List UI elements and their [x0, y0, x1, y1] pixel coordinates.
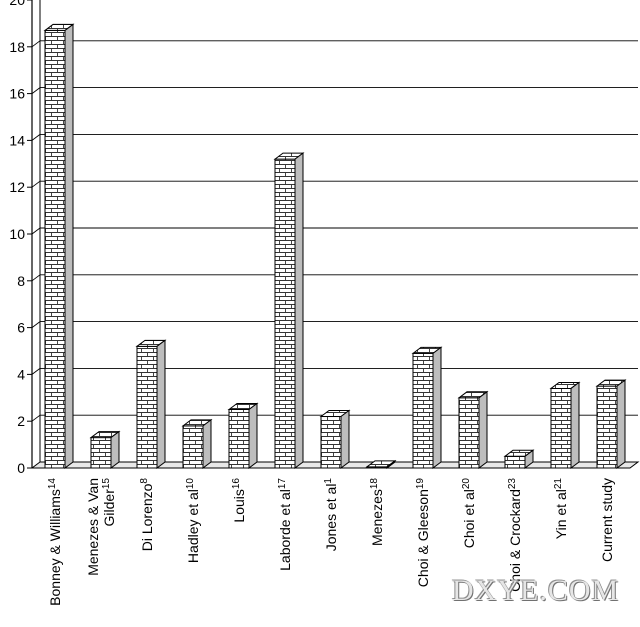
bar [457, 390, 489, 469]
reference-superscript: 19 [415, 478, 426, 490]
gridline-diagonal [31, 134, 41, 141]
y-tick-label: 10 [9, 226, 25, 242]
bar-side [570, 381, 580, 469]
bar-front [320, 416, 342, 469]
bar-side [294, 152, 304, 469]
bar-front [182, 425, 204, 469]
bar-side [156, 339, 166, 469]
bar [319, 409, 351, 469]
bar-front [44, 29, 66, 469]
y-tick-label: 20 [9, 0, 25, 8]
gridline-diagonal [31, 414, 41, 422]
reference-superscript: 8 [139, 478, 150, 484]
bar-front [90, 437, 112, 469]
y-tick-label: 12 [9, 179, 25, 195]
x-tick-label: Gilder15 [101, 478, 117, 527]
bar [549, 381, 581, 469]
bar [503, 449, 535, 469]
y-tick-label: 14 [9, 132, 25, 148]
bar [411, 346, 443, 469]
reference-superscript: 21 [553, 478, 564, 490]
x-tick-label: Choi & Crockard23 [507, 478, 523, 592]
bar-side [524, 449, 534, 469]
y-tick-label: 18 [9, 39, 25, 55]
y-tick-label: 4 [17, 366, 25, 382]
y-tick-label: 16 [9, 86, 25, 102]
watermark: DXYE.COM [452, 574, 620, 607]
gridline-diagonal [31, 321, 41, 328]
bar-front [504, 455, 526, 469]
bar [89, 430, 121, 469]
gridline-diagonal [31, 274, 41, 282]
bar-front [274, 158, 296, 469]
bar-side [64, 23, 74, 469]
bar-front [550, 387, 572, 469]
reference-superscript: 17 [277, 478, 288, 490]
x-tick-label: Louis16 [231, 478, 247, 523]
x-tick-label: Choi & Gleeson19 [415, 478, 431, 588]
gridline-diagonal [31, 368, 41, 375]
reference-superscript: 16 [231, 478, 242, 490]
bar [273, 152, 305, 469]
bar-front [228, 409, 250, 469]
reference-superscript: 20 [461, 478, 472, 490]
bar-side [478, 390, 488, 469]
x-tick-label: Bonney & Williams14 [47, 478, 63, 606]
bar-front [596, 385, 618, 469]
gridline-diagonal [31, 180, 41, 188]
bar [595, 379, 627, 469]
bar [181, 418, 213, 469]
x-tick-label: Menezes & Van [85, 478, 101, 576]
reference-superscript: 23 [507, 478, 518, 490]
x-tick-label: Di Lorenzo8 [139, 478, 155, 552]
reference-superscript: 1 [323, 478, 334, 484]
gridline-diagonal [31, 227, 41, 235]
bar-front [136, 345, 158, 469]
bar-side [340, 409, 350, 469]
gridline-diagonal [31, 40, 41, 48]
reference-superscript: 14 [47, 478, 58, 490]
y-tick-label: 2 [17, 413, 25, 429]
y-tick-label: 6 [17, 320, 25, 336]
bar [365, 459, 397, 469]
x-tick-label: Menezes18 [369, 478, 385, 546]
bar [43, 23, 75, 469]
bar-side [386, 459, 396, 469]
bar [227, 402, 259, 469]
bar-side [110, 430, 120, 469]
x-tick-label: Choi et al20 [461, 478, 477, 549]
bar [135, 339, 167, 469]
reference-superscript: 18 [369, 478, 380, 490]
x-tick-label: Yin et al21 [553, 478, 569, 540]
y-tick-label: 8 [17, 273, 25, 289]
bar-side [248, 402, 258, 469]
reference-superscript: 15 [101, 478, 112, 490]
bar-front [458, 397, 480, 469]
bar-side [432, 346, 442, 469]
x-tick-label: Jones et al1 [323, 478, 339, 552]
bar-side [202, 418, 212, 469]
x-tick-label: Hadley et al10 [185, 478, 201, 563]
bar-front [412, 352, 434, 469]
reference-superscript: 10 [185, 478, 196, 490]
gridline-diagonal [31, 87, 41, 94]
y-tick-label: 0 [17, 460, 25, 476]
bar-side [616, 379, 626, 469]
x-tick-label: Current study [599, 478, 615, 562]
x-tick-label: Laborde et al17 [277, 478, 293, 571]
